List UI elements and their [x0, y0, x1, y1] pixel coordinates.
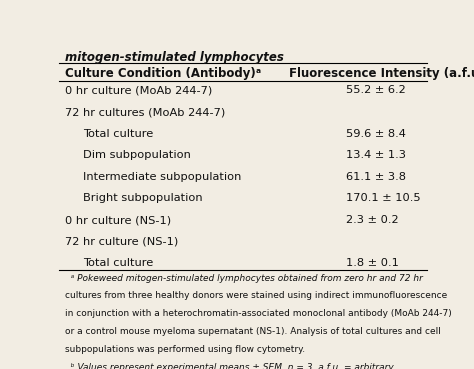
- Text: 72 hr cultures (MoAb 244-7): 72 hr cultures (MoAb 244-7): [65, 107, 225, 117]
- Text: 0 hr culture (NS-1): 0 hr culture (NS-1): [65, 215, 171, 225]
- Text: 13.4 ± 1.3: 13.4 ± 1.3: [346, 150, 406, 160]
- Text: 1.8 ± 0.1: 1.8 ± 0.1: [346, 258, 399, 268]
- Text: Total culture: Total culture: [83, 258, 154, 268]
- Text: in conjunction with a heterochromatin-associated monoclonal antibody (MoAb 244-7: in conjunction with a heterochromatin-as…: [65, 309, 452, 318]
- Text: ᵇ Values represent experimental means ± SEM. n = 3. a.f.u. = arbitrary: ᵇ Values represent experimental means ± …: [65, 363, 393, 369]
- Text: 55.2 ± 6.2: 55.2 ± 6.2: [346, 86, 406, 96]
- Text: 2.3 ± 0.2: 2.3 ± 0.2: [346, 215, 399, 225]
- Text: 72 hr culture (NS-1): 72 hr culture (NS-1): [65, 237, 178, 246]
- Text: 59.6 ± 8.4: 59.6 ± 8.4: [346, 129, 406, 139]
- Text: cultures from three healthy donors were stained using indirect immunofluorescenc: cultures from three healthy donors were …: [65, 292, 447, 300]
- Text: 170.1 ± 10.5: 170.1 ± 10.5: [346, 193, 420, 203]
- Text: subpopulations was performed using flow cytometry.: subpopulations was performed using flow …: [65, 345, 305, 354]
- Text: Bright subpopulation: Bright subpopulation: [83, 193, 203, 203]
- Text: Culture Condition (Antibody)ᵃ: Culture Condition (Antibody)ᵃ: [65, 67, 261, 80]
- Text: mitogen-stimulated lymphocytes: mitogen-stimulated lymphocytes: [65, 51, 283, 64]
- Text: 61.1 ± 3.8: 61.1 ± 3.8: [346, 172, 406, 182]
- Text: Total culture: Total culture: [83, 129, 154, 139]
- Text: ᵃ Pokeweed mitogen-stimulated lymphocytes obtained from zero hr and 72 hr: ᵃ Pokeweed mitogen-stimulated lymphocyte…: [65, 273, 423, 283]
- Text: Dim subpopulation: Dim subpopulation: [83, 150, 191, 160]
- Text: Fluorescence Intensity (a.f.u.)ᵇ: Fluorescence Intensity (a.f.u.)ᵇ: [289, 67, 474, 80]
- Text: or a control mouse myeloma supernatant (NS-1). Analysis of total cultures and ce: or a control mouse myeloma supernatant (…: [65, 327, 441, 336]
- Text: 0 hr culture (MoAb 244-7): 0 hr culture (MoAb 244-7): [65, 86, 212, 96]
- Text: Intermediate subpopulation: Intermediate subpopulation: [83, 172, 241, 182]
